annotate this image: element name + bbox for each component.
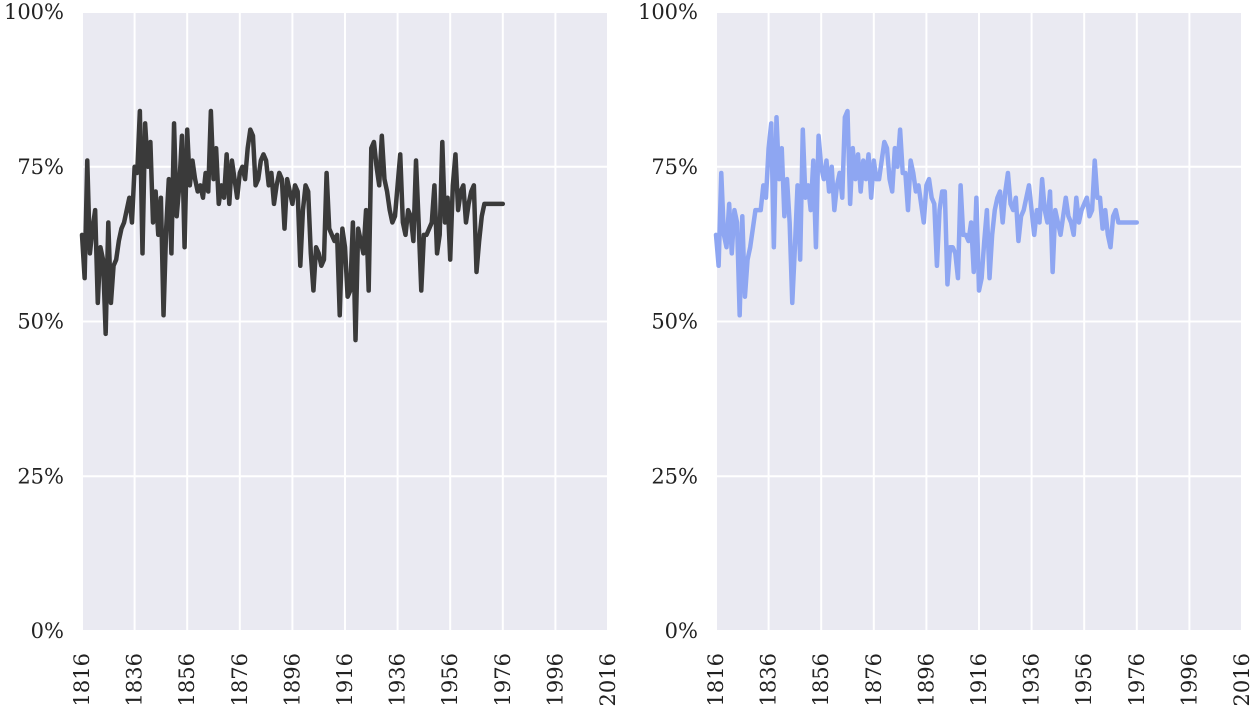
x-tick-label: 1896 <box>280 653 304 706</box>
series-line <box>713 108 1140 318</box>
y-tick-label: 50% <box>17 310 64 334</box>
x-tick-label: 1956 <box>1072 653 1096 706</box>
y-tick-label: 0% <box>31 619 64 643</box>
x-tick-label: 1936 <box>1020 653 1044 706</box>
y-tick-label: 25% <box>651 464 698 488</box>
x-tick-label: 1816 <box>70 653 94 706</box>
y-tick-label: 75% <box>17 155 64 179</box>
y-tick-label: 0% <box>665 619 698 643</box>
x-tick-label: 1916 <box>967 653 991 706</box>
x-tick-label: 1876 <box>862 653 886 706</box>
x-tick-label: 1816 <box>704 653 728 706</box>
y-tick-label: 75% <box>651 155 698 179</box>
y-tick-label: 50% <box>651 310 698 334</box>
x-tick-label: 1836 <box>757 653 781 706</box>
series-line <box>79 108 506 343</box>
x-tick-label: 2016 <box>1230 653 1250 706</box>
x-tick-label: 1896 <box>914 653 938 706</box>
x-tick-label: 1996 <box>1177 653 1201 706</box>
right-chart-panel: 0% 25% 50% 75% 100% 1816 1836 1856 1876 1896 1916 1… <box>638 0 1250 706</box>
x-tick-label: 1956 <box>438 653 462 706</box>
x-tick-label: 1976 <box>1125 653 1149 706</box>
x-tick-label: 1996 <box>543 653 567 706</box>
x-tick-label: 1976 <box>491 653 515 706</box>
x-tick-label: 1856 <box>809 653 833 706</box>
y-tick-label: 100% <box>638 0 698 24</box>
y-tick-label: 25% <box>17 464 64 488</box>
x-tick-label: 2016 <box>596 653 620 706</box>
x-tick-label: 1856 <box>175 653 199 706</box>
x-tick-label: 1876 <box>228 653 252 706</box>
y-tick-label: 100% <box>4 0 64 24</box>
x-tick-label: 1936 <box>386 653 410 706</box>
x-tick-label: 1836 <box>123 653 147 706</box>
left-chart-panel: 0% 25% 50% 75% 100% 1816 1836 1856 1876 1896 1916 1… <box>4 0 620 706</box>
x-tick-label: 1916 <box>333 653 357 706</box>
